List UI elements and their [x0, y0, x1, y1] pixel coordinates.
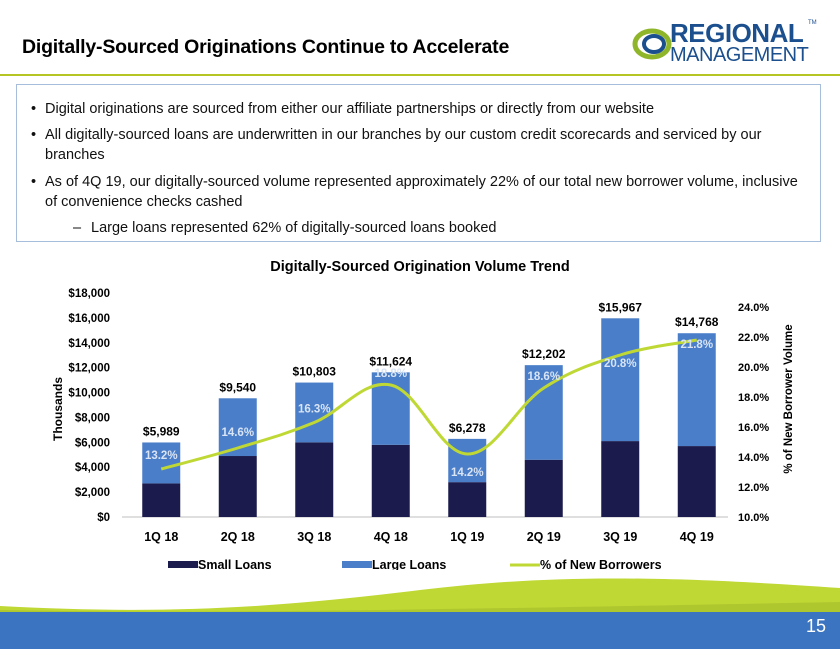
- bar-total-label: $12,202: [522, 347, 566, 361]
- bar-large-loans: [218, 398, 257, 457]
- pct-data-label: 21.8%: [680, 339, 713, 351]
- bar-large-loans: [371, 372, 410, 445]
- legend-swatch: [342, 561, 372, 568]
- legend-label: % of New Borrowers: [540, 558, 662, 570]
- x-axis-tick-label: 4Q 18: [374, 530, 408, 544]
- bar-small-loans: [601, 441, 640, 517]
- y2-axis-tick-label: 18.0%: [738, 392, 769, 404]
- y-axis-tick-label: $14,000: [68, 338, 110, 350]
- bullet-item: • All digitally-sourced loans are underwr…: [31, 127, 762, 163]
- bar-large-loans: [601, 318, 640, 442]
- company-logo: REGIONAL MANAGEMENT TM: [632, 14, 822, 72]
- page-number: 15: [805, 616, 826, 636]
- pct-data-label: 20.8%: [604, 358, 637, 370]
- x-axis-tick-label: 3Q 18: [297, 530, 331, 544]
- y2-axis-tick-label: 12.0%: [738, 482, 769, 494]
- y-axis-tick-label: $2,000: [75, 487, 110, 499]
- x-axis-tick-label: 2Q 19: [527, 530, 561, 544]
- logo-trademark: TM: [808, 20, 817, 26]
- bar-small-loans: [448, 482, 487, 517]
- x-axis-tick-label: 2Q 18: [221, 530, 255, 544]
- y-axis-tick-label: $18,000: [68, 288, 110, 300]
- bullet-text: All digitally-sourced loans are underwri…: [45, 127, 762, 163]
- bar-small-loans: [142, 483, 181, 517]
- footer-band: [0, 578, 840, 649]
- bar-total-label: $11,624: [369, 354, 412, 368]
- bullet-text: As of 4Q 19, our digitally-sourced volum…: [45, 174, 798, 210]
- y-axis-tick-label: $16,000: [68, 313, 110, 325]
- pct-new-borrowers-line: [160, 338, 698, 471]
- logo-swoosh-icon: [632, 28, 672, 60]
- bar-large-loans: [295, 382, 334, 443]
- page-title: Digitally-Sourced Originations Continue …: [22, 36, 510, 58]
- pct-data-label: 16.3%: [298, 404, 331, 416]
- pct-data-label: 18.6%: [527, 371, 560, 383]
- y-axis-tick-label: $8,000: [75, 412, 110, 424]
- y2-axis-tick-label: 14.0%: [738, 452, 769, 464]
- header-divider: [0, 74, 840, 76]
- y-axis-tick-label: $10,000: [68, 388, 110, 400]
- x-axis-tick-label: 1Q 19: [450, 530, 484, 544]
- y-axis-tick-label: $0: [97, 512, 110, 524]
- legend-label: Small Loans: [198, 558, 272, 570]
- bar-total-label: $6,278: [449, 421, 486, 435]
- legend-label: Large Loans: [372, 558, 446, 570]
- logo-text-top: REGIONAL: [670, 18, 804, 48]
- bar-total-label: $9,540: [219, 380, 256, 394]
- bar-total-label: $14,768: [675, 315, 719, 329]
- x-axis-tick-label: 1Q 18: [144, 530, 178, 544]
- y2-axis-label: % of New Borrower Volume: [783, 324, 795, 473]
- pct-data-label: 18.8%: [374, 368, 407, 380]
- sub-bullet-text: Large loans represented 62% of digitally…: [91, 220, 497, 236]
- y-axis-tick-label: $4,000: [75, 462, 110, 474]
- y-axis-tick-label: $12,000: [68, 363, 110, 375]
- chart-title: Digitally-Sourced Origination Volume Tre…: [270, 259, 570, 275]
- y2-axis-tick-label: 22.0%: [738, 332, 769, 344]
- bar-large-loans: [677, 333, 716, 447]
- bar-small-loans: [524, 459, 563, 517]
- legend-swatch: [168, 561, 198, 568]
- bar-total-label: $10,803: [293, 365, 337, 379]
- bullet-item: • As of 4Q 19, our digitally-sourced volu…: [31, 174, 798, 210]
- pct-data-label: 14.2%: [451, 467, 484, 479]
- pct-data-label: 13.2%: [145, 450, 178, 462]
- bar-small-loans: [677, 446, 716, 517]
- y2-axis-tick-label: 20.0%: [738, 362, 769, 374]
- y2-axis-tick-label: 10.0%: [738, 512, 769, 524]
- bullet-box: • Digital originations are sourced from e…: [16, 84, 821, 242]
- bullet-text: Digital originations are sourced from ei…: [45, 101, 655, 117]
- y2-axis-tick-label: 24.0%: [738, 302, 769, 314]
- bar-small-loans: [371, 444, 410, 517]
- bar-total-label: $15,967: [599, 300, 643, 314]
- logo-text-bottom: MANAGEMENT: [670, 44, 809, 66]
- bullet-item: • Digital originations are sourced from e…: [31, 101, 655, 117]
- y2-axis-tick-label: 16.0%: [738, 422, 769, 434]
- bar-large-loans: [142, 442, 181, 484]
- origination-volume-chart: $0 $2,000 $4,000 $6,000 $8,000 $10,000 $12,000…: [51, 288, 795, 570]
- bar-total-label: $5,989: [143, 424, 180, 438]
- y-axis-tick-label: $6,000: [75, 437, 110, 449]
- bar-small-loans: [218, 456, 257, 517]
- sub-bullet-item: – Large loans represented 62% of digitall…: [73, 220, 497, 236]
- pct-data-label: 14.6%: [221, 427, 254, 439]
- bar-small-loans: [295, 442, 334, 517]
- x-axis-tick-label: 4Q 19: [680, 530, 714, 544]
- y-axis-label: Thousands: [51, 377, 65, 441]
- bar-large-loans: [448, 438, 487, 483]
- x-axis-tick-label: 3Q 19: [603, 530, 637, 544]
